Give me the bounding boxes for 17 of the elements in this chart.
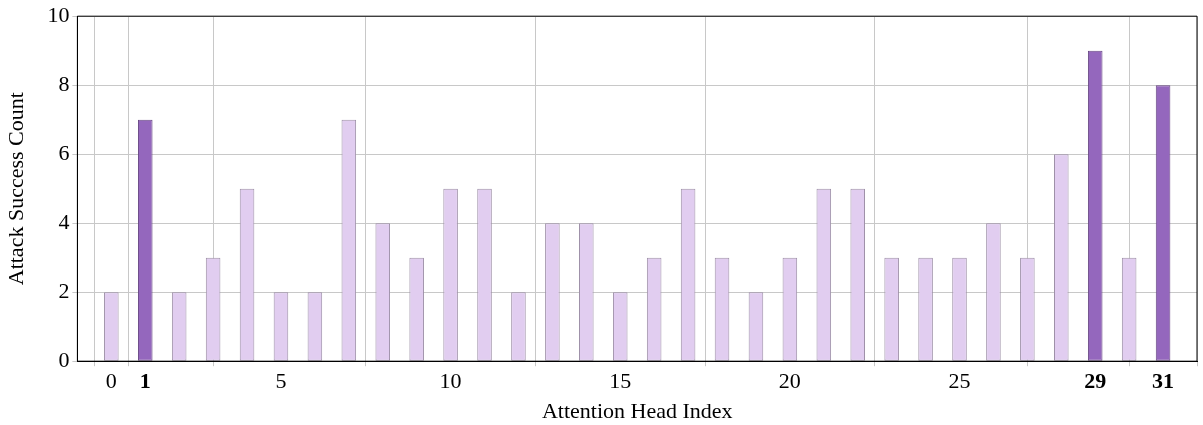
y-tick-label: 6 bbox=[58, 139, 70, 165]
y-tick-label: 0 bbox=[58, 346, 70, 372]
x-tick-label: 1 bbox=[139, 368, 151, 394]
y-axis-title: Attack Success Count bbox=[2, 92, 28, 286]
x-tick-label: 10 bbox=[439, 368, 462, 394]
x-tick-label: 29 bbox=[1084, 368, 1107, 394]
x-axis-title: Attention Head Index bbox=[541, 397, 733, 423]
x-tick-label: 0 bbox=[105, 368, 117, 394]
x-tick-label: 31 bbox=[1152, 368, 1175, 394]
y-tick-label: 10 bbox=[47, 1, 70, 27]
y-tick-label: 4 bbox=[58, 208, 70, 234]
x-tick-label: 25 bbox=[948, 368, 971, 394]
x-tick-label: 15 bbox=[609, 368, 632, 394]
y-tick-label: 8 bbox=[58, 70, 70, 96]
x-tick-label: 5 bbox=[275, 368, 287, 394]
y-tick-label: 2 bbox=[58, 277, 70, 303]
x-tick-label: 20 bbox=[778, 368, 801, 394]
